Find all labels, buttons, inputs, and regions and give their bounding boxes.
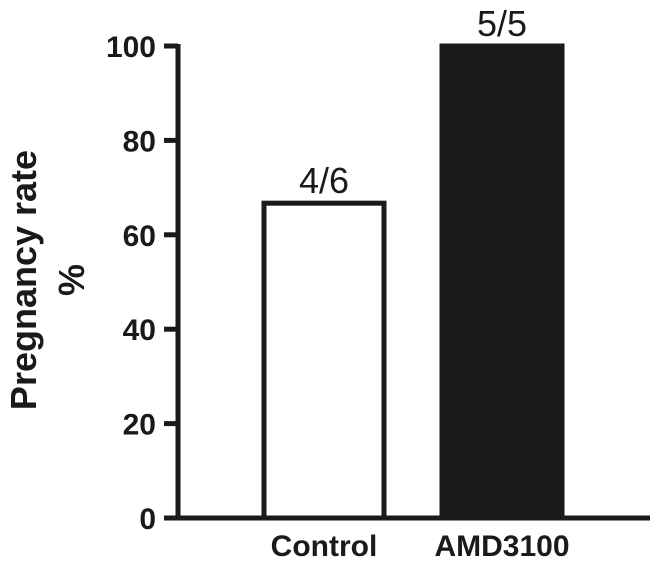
- data-labels: 4/6 5/5: [299, 3, 527, 201]
- data-label-control: 4/6: [299, 160, 349, 201]
- category-label-amd3100: AMD3100: [434, 530, 569, 563]
- y-axis-label: Pregnancy rate %: [3, 150, 92, 410]
- category-label-control: Control: [271, 530, 378, 563]
- y-axis-label-line-1: Pregnancy rate: [3, 150, 44, 410]
- y-tick-label-80: 80: [123, 125, 156, 158]
- bar-amd3100: [439, 43, 565, 521]
- y-axis-label-line-2: %: [51, 264, 92, 296]
- y-tick-label-20: 20: [123, 409, 156, 442]
- bars: [261, 43, 565, 521]
- y-tick-label-100: 100: [106, 31, 156, 64]
- data-label-amd3100: 5/5: [477, 3, 527, 44]
- y-tick-label-0: 0: [139, 503, 156, 536]
- y-axis-ticks: 0 20 40 60 80 100: [106, 31, 178, 536]
- y-tick-label-60: 60: [123, 220, 156, 253]
- category-labels: Control AMD3100: [271, 530, 570, 563]
- bar-control: [261, 200, 387, 521]
- axes: [175, 44, 650, 521]
- y-tick-label-40: 40: [123, 314, 156, 347]
